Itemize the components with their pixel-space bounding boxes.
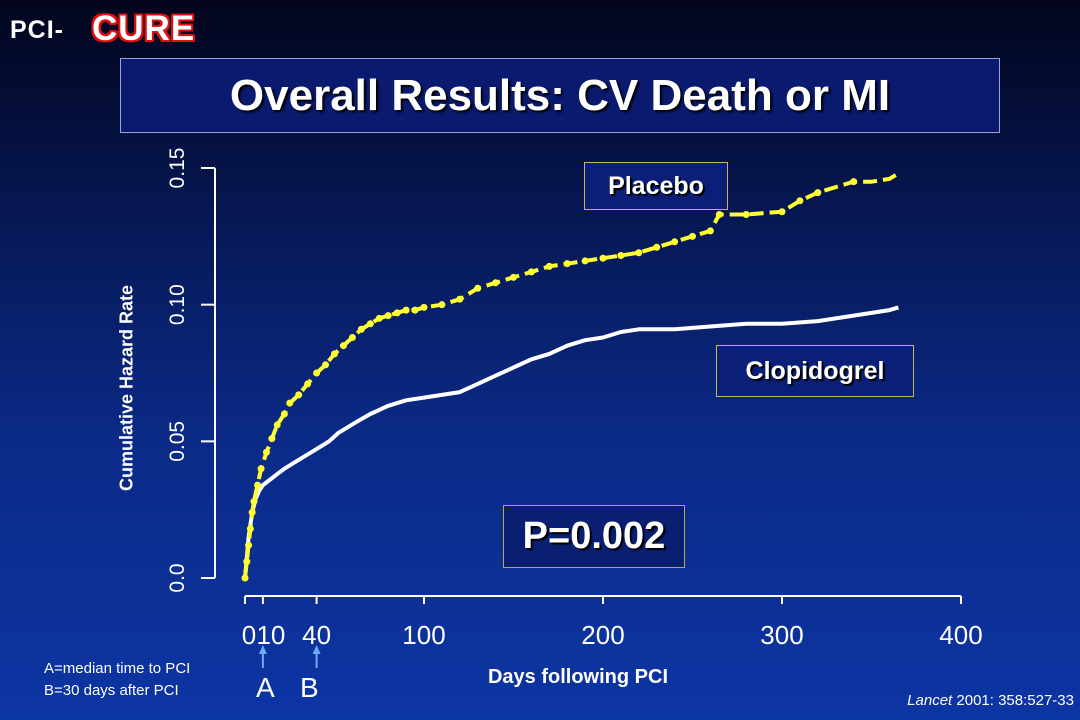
title-banner: Overall Results: CV Death or MI	[120, 58, 1000, 133]
placebo-point	[420, 303, 428, 311]
x-tick-label: 200	[581, 620, 624, 650]
x-tick-label: 300	[760, 620, 803, 650]
placebo-point	[280, 410, 288, 418]
placebo-point	[273, 421, 281, 429]
x-tick-label: 10	[256, 620, 285, 650]
placebo-point	[715, 210, 723, 218]
citation: Lancet 2001: 358:527-33	[907, 692, 1074, 709]
placebo-point	[411, 306, 419, 314]
clopidogrel-label: Clopidogrel	[745, 356, 885, 385]
y-tick-label: 0.0	[166, 563, 189, 592]
placebo-point	[295, 391, 303, 399]
footnotes: A=median time to PCI B=30 days after PCI	[44, 658, 190, 702]
placebo-point	[706, 227, 714, 235]
placebo-point	[527, 268, 535, 276]
placebo-point	[492, 279, 500, 287]
placebo-label-box: Placebo	[584, 162, 728, 210]
p-value: P=0.002	[522, 515, 666, 557]
placebo-point	[545, 262, 553, 270]
placebo-point	[248, 508, 256, 516]
placebo-point	[689, 232, 696, 240]
placebo-point	[778, 208, 786, 216]
arrow-a-head	[258, 645, 267, 654]
placebo-point	[243, 558, 251, 566]
placebo-point	[339, 342, 347, 350]
placebo-point	[796, 197, 804, 205]
placebo-point	[262, 448, 270, 456]
placebo-point	[510, 273, 517, 281]
placebo-point	[375, 314, 383, 322]
placebo-point	[366, 320, 374, 328]
citation-rest: 2001: 358:527-33	[952, 692, 1074, 709]
placebo-point	[331, 350, 338, 358]
placebo-point	[357, 325, 365, 333]
placebo-point	[322, 361, 330, 369]
note-a: A=median time to PCI	[44, 660, 191, 677]
logo-brand: CURE	[92, 9, 196, 48]
placebo-point	[393, 309, 401, 317]
placebo-point	[599, 254, 607, 262]
placebo-point	[456, 295, 464, 303]
placebo-point	[635, 249, 643, 257]
x-tick-label: 100	[402, 620, 445, 650]
placebo-point	[286, 399, 294, 407]
placebo-point	[653, 243, 661, 251]
logo-prefix: PCI-	[10, 16, 64, 44]
placebo-label: Placebo	[608, 171, 704, 200]
placebo-point	[742, 210, 750, 218]
placebo-point	[250, 497, 258, 505]
clopidogrel-label-box: Clopidogrel	[716, 345, 914, 397]
x-tick-label: 0	[242, 620, 256, 650]
y-axis-label: Cumulative Hazard Rate	[116, 284, 137, 492]
placebo-point	[241, 574, 249, 582]
placebo-point	[438, 301, 446, 309]
y-tick-label: 0.15	[166, 148, 189, 189]
marker-a: A	[256, 672, 275, 703]
y-tick-label: 0.05	[166, 421, 189, 462]
note-b: B=30 days after PCI	[44, 682, 179, 699]
placebo-point	[402, 306, 410, 314]
placebo-point	[348, 333, 356, 341]
arrow-b-head	[312, 645, 321, 654]
placebo-point	[384, 312, 392, 320]
x-axis-label: Days following PCI	[487, 666, 669, 688]
placebo-point	[268, 435, 276, 443]
placebo-point	[246, 525, 254, 533]
placebo-point	[671, 238, 679, 246]
citation-journal: Lancet	[907, 692, 953, 709]
series-layer	[241, 171, 900, 582]
placebo-point	[617, 251, 625, 259]
slide-title: Overall Results: CV Death or MI	[229, 70, 891, 120]
placebo-point	[814, 189, 822, 197]
chart-axes: 0.00.050.100.150 10 40 100 200 300 400	[166, 148, 983, 668]
placebo-point	[245, 541, 253, 549]
placebo-point	[581, 257, 589, 265]
placebo-point	[850, 178, 858, 186]
p-value-box: P=0.002	[503, 505, 685, 568]
series-line-clopidogrel	[243, 305, 899, 579]
placebo-point	[474, 284, 482, 292]
placebo-point	[254, 481, 262, 489]
placebo-point	[313, 369, 321, 377]
marker-b: B	[300, 672, 319, 703]
placebo-point	[304, 380, 312, 388]
placebo-point	[563, 260, 571, 268]
placebo-point	[257, 465, 265, 473]
y-tick-label: 0.10	[166, 284, 189, 325]
x-tick-label: 400	[939, 620, 982, 650]
